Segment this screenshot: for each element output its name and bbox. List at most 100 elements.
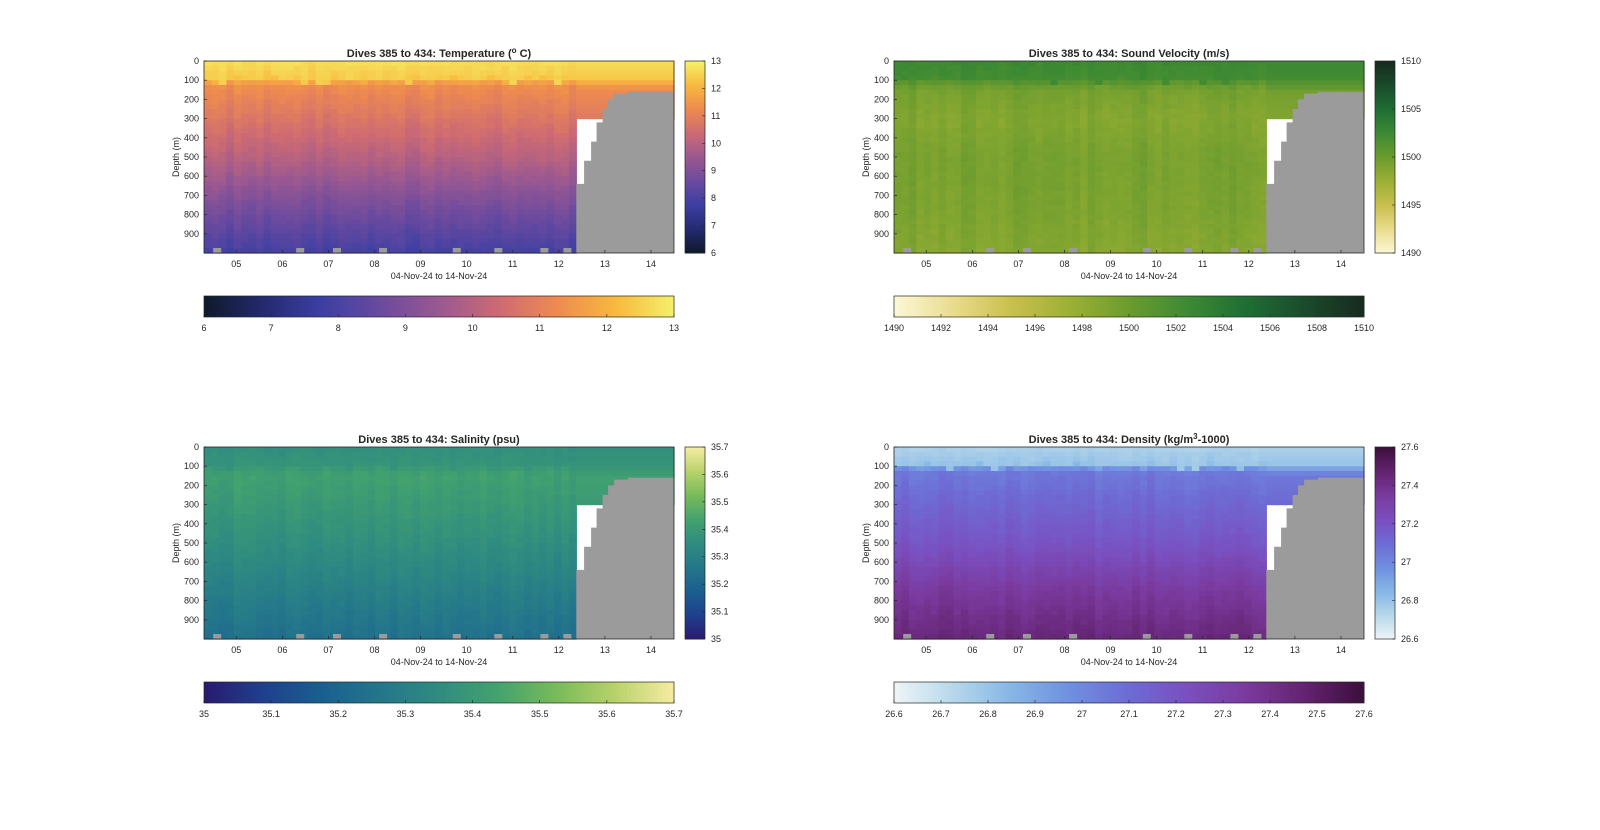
colorbar-cell — [1375, 573, 1395, 577]
colorbar-cell — [470, 682, 475, 703]
x-tick-label: 13 — [600, 259, 610, 269]
colorbar-cell — [1082, 296, 1087, 317]
colorbar-cell — [1309, 682, 1314, 703]
x-tick-label: 08 — [1059, 259, 1069, 269]
x-tick-label: 12 — [554, 259, 564, 269]
y-tick-label: 300 — [874, 114, 889, 124]
colorbar-cell — [235, 682, 240, 703]
colorbar-cell — [1375, 175, 1395, 179]
colorbar-cell — [1148, 296, 1153, 317]
colorbar-cell — [427, 296, 432, 317]
no-data-speck — [563, 634, 572, 639]
colorbar-cell — [999, 682, 1005, 703]
colorbar-cell — [427, 682, 432, 703]
colorbar-cell — [345, 296, 350, 317]
colorbar-cell — [1015, 296, 1020, 317]
colorbar-cell — [1375, 468, 1395, 472]
colorbar-cell — [1277, 296, 1283, 317]
colorbar-cell — [309, 296, 315, 317]
colorbar-cell — [345, 682, 350, 703]
colorbar-cell — [572, 296, 577, 317]
colorbar-cell — [1375, 597, 1395, 601]
x-tick-label: 11 — [1198, 259, 1207, 269]
x-axis-label: 04-Nov-24 to 14-Nov-24 — [391, 271, 488, 281]
colorbar-cell — [576, 682, 581, 703]
colorbar-tick-label: 9 — [711, 166, 716, 176]
no-data-region — [1266, 477, 1364, 639]
colorbar-cell — [952, 682, 958, 703]
colorbar-cell — [215, 296, 221, 317]
colorbar-cell — [1215, 682, 1220, 703]
colorbar-cell — [685, 597, 705, 601]
colorbar-cell — [517, 682, 522, 703]
colorbar-cell — [1352, 682, 1357, 703]
colorbar-tick-label: 10 — [468, 323, 478, 333]
colorbar-cell — [521, 682, 526, 703]
colorbar-cell — [685, 220, 705, 224]
y-tick-label: 400 — [184, 519, 199, 529]
colorbar-cell — [1375, 591, 1395, 595]
colorbar-cell — [1309, 296, 1314, 317]
colorbar-cell — [944, 296, 950, 317]
colorbar-cell — [1375, 166, 1395, 170]
colorbar-cell — [995, 296, 1001, 317]
colorbar-cell — [1375, 121, 1395, 125]
colorbar-cell — [458, 296, 463, 317]
colorbar-cell — [999, 296, 1005, 317]
colorbar-cell — [913, 296, 918, 317]
colorbar-cell — [611, 296, 616, 317]
colorbar-cell — [294, 296, 299, 317]
colorbar-cell — [925, 296, 930, 317]
y-tick-label: 400 — [874, 133, 889, 143]
colorbar-cell — [685, 612, 705, 616]
colorbar-cell — [1160, 296, 1165, 317]
no-data-speck — [1184, 248, 1193, 253]
colorbar-cell — [1317, 296, 1322, 317]
colorbar-cell — [1375, 618, 1395, 622]
colorbar-cell — [1375, 546, 1395, 550]
colorbar-cell — [685, 567, 705, 571]
colorbar-cell — [231, 682, 236, 703]
colorbar-cell — [980, 296, 985, 317]
colorbar-cell — [415, 682, 420, 703]
colorbar-cell — [294, 682, 299, 703]
y-tick-label: 100 — [184, 75, 199, 85]
colorbar-cell — [1179, 296, 1185, 317]
colorbar-cell — [1031, 296, 1036, 317]
x-tick-label: 06 — [967, 259, 977, 269]
colorbar-cell — [1215, 296, 1220, 317]
colorbar-tick-label: 8 — [336, 323, 341, 333]
colorbar-cell — [478, 296, 483, 317]
colorbar-cell — [466, 682, 471, 703]
colorbar-cell — [685, 217, 705, 221]
colorbar-cell — [325, 682, 330, 703]
colorbar-cell — [685, 561, 705, 565]
colorbar-cell — [1129, 682, 1134, 703]
y-tick-label: 500 — [184, 538, 199, 548]
colorbar-cell — [1340, 296, 1345, 317]
colorbar-cell — [1375, 190, 1395, 194]
colorbar-cell — [411, 682, 416, 703]
colorbar-cell — [1129, 296, 1134, 317]
colorbar-cell — [1273, 682, 1279, 703]
colorbar-cell — [407, 682, 413, 703]
colorbar-cell — [1176, 296, 1181, 317]
colorbar-cell — [368, 682, 373, 703]
colorbar-cell — [1375, 130, 1395, 134]
no-data-speck — [986, 634, 995, 639]
colorbar-cell — [1219, 296, 1224, 317]
y-tick-label: 700 — [184, 190, 199, 200]
colorbar-cell — [1375, 453, 1395, 457]
colorbar-cell — [630, 682, 636, 703]
colorbar-cell — [995, 682, 1001, 703]
colorbar-cell — [1070, 296, 1075, 317]
colorbar-cell — [1375, 250, 1395, 254]
colorbar-cell — [348, 296, 354, 317]
colorbar-cell — [1375, 232, 1395, 236]
colorbar-cell — [1375, 480, 1395, 484]
colorbar-cell — [685, 522, 705, 526]
colorbar-cell — [685, 531, 705, 535]
colorbar-tick-label: 26.8 — [979, 709, 997, 719]
colorbar-cell — [1082, 682, 1087, 703]
colorbar-cell — [1375, 160, 1395, 164]
